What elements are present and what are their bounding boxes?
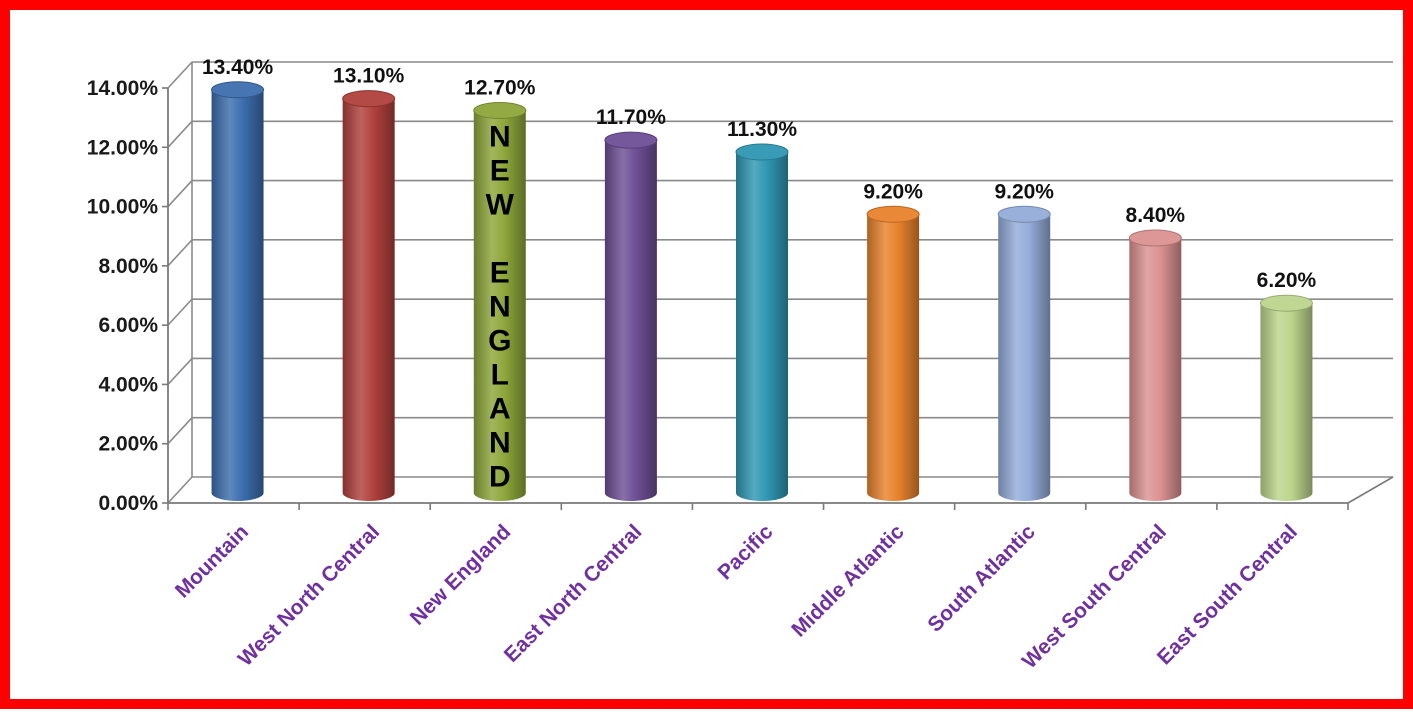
bar-annotation-letter: L <box>491 359 509 392</box>
bar-top <box>605 132 657 148</box>
bar-annotation-letter: D <box>489 461 511 494</box>
bar <box>1129 238 1181 501</box>
bar <box>867 214 919 501</box>
x-tick-label: New England <box>406 520 516 630</box>
bar <box>212 90 264 501</box>
data-label: 8.40% <box>1126 204 1186 227</box>
gridline-depth <box>168 181 192 207</box>
bar-top <box>343 91 395 107</box>
gridline-depth <box>168 240 192 266</box>
x-tick-label: Middle Atlantic <box>787 520 909 642</box>
gridline-depth <box>168 62 192 88</box>
bar-top <box>736 144 788 160</box>
y-tick-label: 0.00% <box>98 492 158 515</box>
y-tick-label: 4.00% <box>98 373 158 396</box>
x-tick-label: East South Central <box>1153 520 1302 669</box>
bar-annotation-letter: N <box>489 121 511 154</box>
bar-annotation-letter: N <box>489 427 511 460</box>
gridline-depth <box>168 121 192 147</box>
gridline-depth <box>168 358 192 384</box>
bar-top <box>867 206 919 222</box>
gridline-depth <box>168 477 192 503</box>
bar-top <box>1129 230 1181 246</box>
x-tick-label: West South Central <box>1018 520 1171 673</box>
bar-annotation-letter: E <box>490 257 510 290</box>
x-tick-label: East North Central <box>500 520 647 667</box>
bar <box>998 214 1050 501</box>
bar-annotation-letter: W <box>486 189 515 222</box>
x-tick-label: West North Central <box>234 520 384 670</box>
data-label: 9.20% <box>863 180 923 203</box>
gridline-depth <box>168 299 192 325</box>
x-tick-label: Pacific <box>713 520 777 584</box>
bar-top <box>212 82 264 98</box>
bar-annotation-letter: N <box>489 291 511 324</box>
y-tick-label: 2.00% <box>98 433 158 456</box>
bar <box>343 99 395 501</box>
y-tick-label: 14.00% <box>87 77 159 100</box>
y-tick-label: 6.00% <box>98 314 158 337</box>
bar <box>736 152 788 501</box>
bar-annotation-letter: A <box>489 393 511 426</box>
data-label: 12.70% <box>464 77 536 100</box>
gridline-depth <box>168 418 192 444</box>
data-label: 9.20% <box>994 180 1054 203</box>
bar <box>1260 303 1312 501</box>
data-label: 11.30% <box>727 118 797 141</box>
x-tick-label: South Atlantic <box>923 520 1040 637</box>
data-label: 13.10% <box>333 65 405 88</box>
data-label: 11.70% <box>596 106 666 129</box>
bar-top <box>474 103 526 119</box>
bar-top <box>1260 295 1312 311</box>
x-tick-label: Mountain <box>171 520 253 602</box>
bar-top <box>998 206 1050 222</box>
bar-chart: 0.00% 2.00% 4.00% 6.00% 8.00% 10.00% 12.00% 14.… <box>10 10 1413 719</box>
bar-annotation-letter: E <box>490 155 510 188</box>
bar-annotation-letter: G <box>488 325 511 358</box>
y-tick-label: 8.00% <box>98 255 158 278</box>
y-tick-label: 12.00% <box>87 136 159 159</box>
data-label: 6.20% <box>1257 269 1317 292</box>
y-tick-label: 10.00% <box>87 196 159 219</box>
bar <box>605 140 657 501</box>
floor-edge <box>1348 477 1393 503</box>
data-label: 13.40% <box>202 56 274 79</box>
